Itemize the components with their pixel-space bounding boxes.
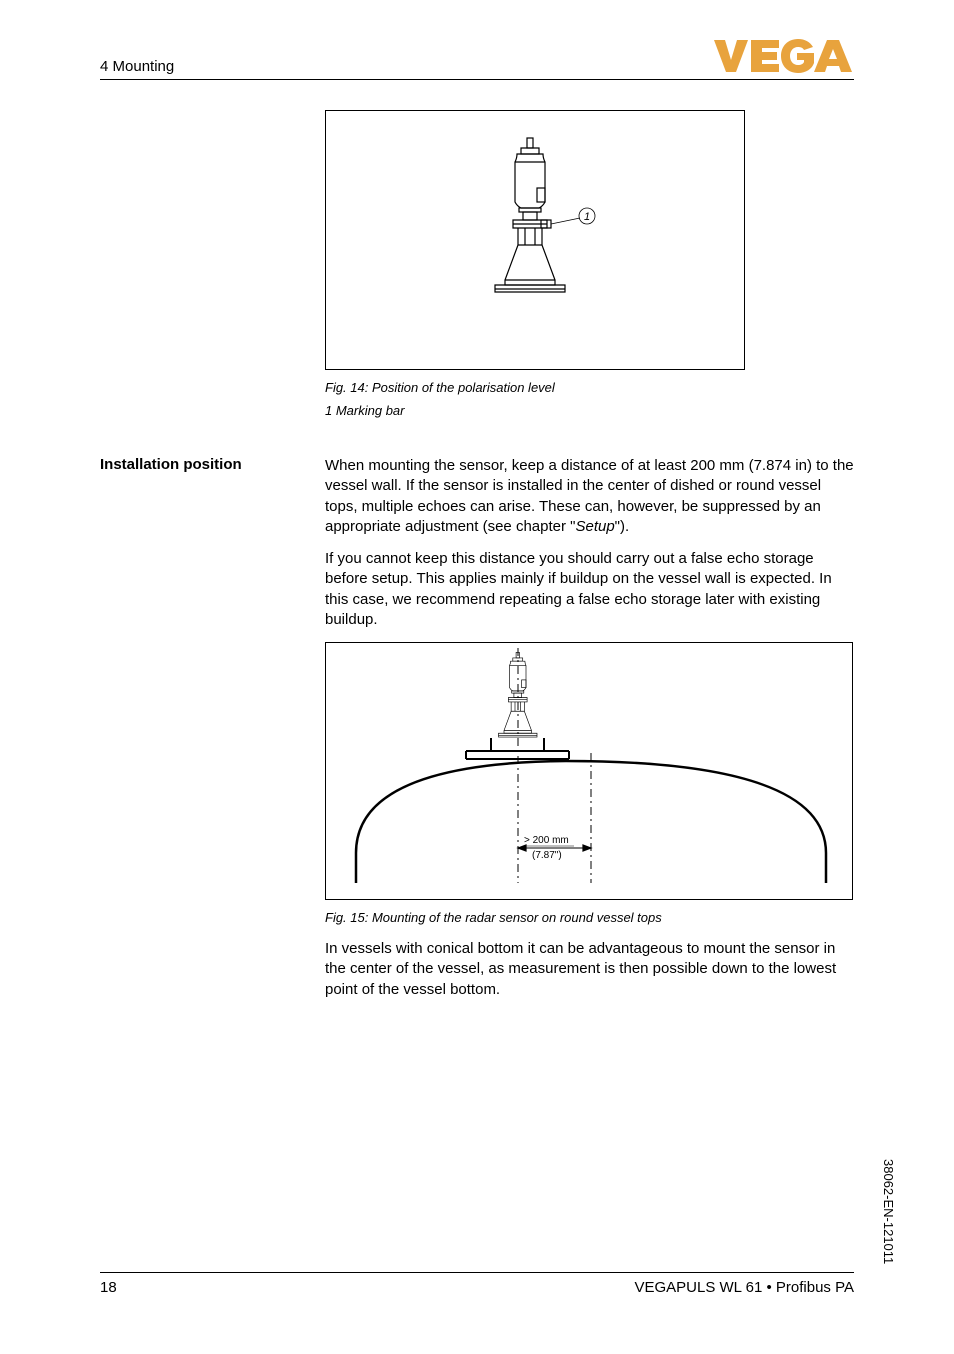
page-footer: 18 VEGAPULS WL 61 • Profibus PA <box>100 1272 854 1296</box>
paragraph-1: When mounting the sensor, keep a distanc… <box>325 456 854 537</box>
figure-15-caption: Fig. 15: Mounting of the radar sensor on… <box>325 910 854 925</box>
distance-in: (7.87") <box>532 850 562 861</box>
page-header: 4 Mounting <box>100 58 854 80</box>
distance-mm: > 200 mm <box>524 835 569 846</box>
installation-position-heading: Installation position <box>100 456 242 473</box>
doc-id: 38062-EN-121011 <box>881 1159 896 1264</box>
vega-logo <box>714 38 854 81</box>
callout-1-label: 1 <box>584 211 590 223</box>
section-title: 4 Mounting <box>100 58 174 75</box>
paragraph-2: If you cannot keep this distance you sho… <box>325 549 854 630</box>
product-name: VEGAPULS WL 61 • Profibus PA <box>634 1279 854 1296</box>
paragraph-3: In vessels with conical bottom it can be… <box>325 939 854 1000</box>
figure-15-box: > 200 mm (7.87") <box>325 642 853 900</box>
figure-14-legend: 1 Marking bar <box>325 403 854 418</box>
figure-14-caption: Fig. 14: Position of the polarisation le… <box>325 380 854 395</box>
figure-14-box: 1 <box>325 110 745 370</box>
para1-italic: Setup <box>575 518 614 535</box>
main-content: 1 Fig. 14: Position of the polarisation … <box>100 110 854 1000</box>
page-number: 18 <box>100 1279 117 1296</box>
para1-end: "). <box>615 518 630 535</box>
